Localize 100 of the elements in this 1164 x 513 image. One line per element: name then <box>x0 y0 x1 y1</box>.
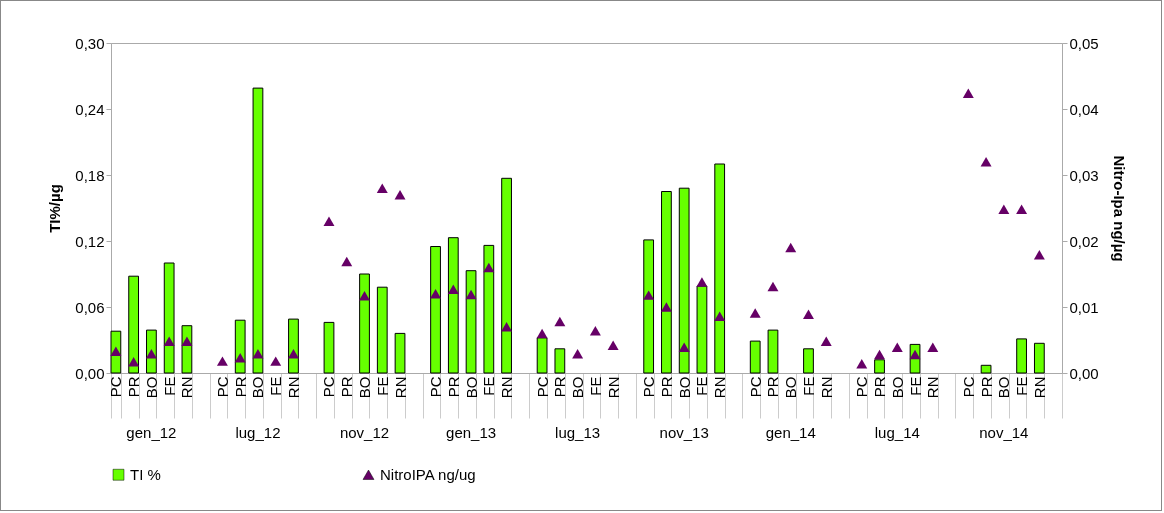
bar <box>234 319 246 374</box>
text: lug_13 <box>555 424 601 441</box>
x-tick-label: FE <box>480 376 498 396</box>
point <box>607 340 619 351</box>
point <box>359 291 370 301</box>
y-tick-label: 0,18 <box>75 166 105 184</box>
x-tick-label: BO <box>142 376 160 399</box>
bar <box>465 270 477 374</box>
y-tick-label: 0,24 <box>75 100 105 118</box>
x-tick-label: BO <box>462 376 480 399</box>
point <box>767 281 779 292</box>
point <box>447 284 459 294</box>
point <box>696 277 708 287</box>
x-tick-label: PC <box>853 376 871 398</box>
x-tick-label: RN <box>391 376 409 399</box>
point <box>678 342 690 352</box>
x-tick-label: FE <box>586 376 604 396</box>
x-tick-label: PC <box>320 376 338 398</box>
point <box>909 349 921 360</box>
point <box>962 88 974 98</box>
y-axis-title: TI%/µg <box>46 184 64 233</box>
point <box>589 326 601 336</box>
bar <box>323 321 335 374</box>
legend-label: NitroIPA ng/ug <box>380 465 476 483</box>
x-tick-label: PR <box>231 376 249 398</box>
x-tick-label: PR <box>764 376 782 398</box>
bar <box>252 87 264 374</box>
x-tick-label: FE <box>1013 376 1031 396</box>
y-tick-label: 0,06 <box>75 298 105 316</box>
x-tick-label: PC <box>213 376 231 398</box>
text: nov_12 <box>339 424 390 441</box>
y2-tick-label: 0,00 <box>1069 364 1099 382</box>
bar <box>394 332 406 374</box>
x-tick-label: FE <box>160 376 178 396</box>
y-tick-label: 0,12 <box>75 232 105 250</box>
point <box>216 356 228 366</box>
point <box>501 322 513 332</box>
bar <box>643 239 655 374</box>
x-tick-label: BO <box>888 376 906 399</box>
point <box>163 336 175 347</box>
bar <box>163 262 175 374</box>
point <box>483 262 495 273</box>
point <box>376 183 388 193</box>
x-tick-label: PR <box>444 376 462 398</box>
y2-tick-label: 0,01 <box>1069 298 1099 316</box>
y2-tick-label: 0,05 <box>1069 34 1099 52</box>
point <box>998 204 1010 215</box>
y-tick-label: 0,00 <box>75 364 105 382</box>
x-tick-label: PR <box>125 376 143 398</box>
text: gen_13 <box>446 424 497 441</box>
bar <box>661 191 672 374</box>
point <box>1033 250 1045 260</box>
point <box>803 309 814 319</box>
x-tick-label: BO <box>249 376 267 399</box>
point <box>1016 204 1028 215</box>
x-tick-label: PR <box>657 376 675 398</box>
x-tick-label: RN <box>178 376 196 399</box>
bar <box>696 285 708 374</box>
x-tick-label: FE <box>373 376 391 396</box>
point <box>394 190 406 200</box>
point <box>234 353 246 363</box>
point <box>785 242 797 253</box>
bar <box>128 275 140 374</box>
point <box>980 157 992 167</box>
y2-tick-label: 0,03 <box>1069 166 1099 184</box>
bar <box>749 340 761 374</box>
point <box>749 308 761 318</box>
x-tick-label: RN <box>284 376 302 399</box>
point <box>536 328 548 339</box>
x-tick-label: BO <box>569 376 587 399</box>
point <box>110 346 122 356</box>
bar <box>359 273 370 374</box>
bar <box>501 177 512 374</box>
bar <box>447 237 459 374</box>
point <box>554 316 566 327</box>
point <box>252 349 264 359</box>
bar <box>1016 338 1027 374</box>
x-tick-label: PR <box>338 376 356 398</box>
bar <box>376 286 388 374</box>
x-tick-label: FE <box>693 376 711 396</box>
bar <box>1033 342 1045 374</box>
bar <box>980 364 992 374</box>
x-tick-label: RN <box>498 376 516 399</box>
x-tick-label: RN <box>1030 376 1048 399</box>
x-tick-label: PR <box>551 376 569 398</box>
bar <box>483 244 495 374</box>
point <box>927 342 939 352</box>
point <box>145 349 157 359</box>
y2-axis-title: Nitro-Ipa ng/µg <box>1110 155 1128 262</box>
x-tick-label: BO <box>782 376 800 399</box>
text: gen_14 <box>765 424 816 441</box>
bar <box>767 329 779 374</box>
text: nov_13 <box>659 424 709 441</box>
point <box>270 356 282 366</box>
point <box>430 289 442 299</box>
x-tick-label: BO <box>675 376 693 399</box>
point <box>891 342 903 352</box>
point <box>465 289 477 300</box>
bar <box>714 163 726 374</box>
text: nov_14 <box>979 424 1029 441</box>
